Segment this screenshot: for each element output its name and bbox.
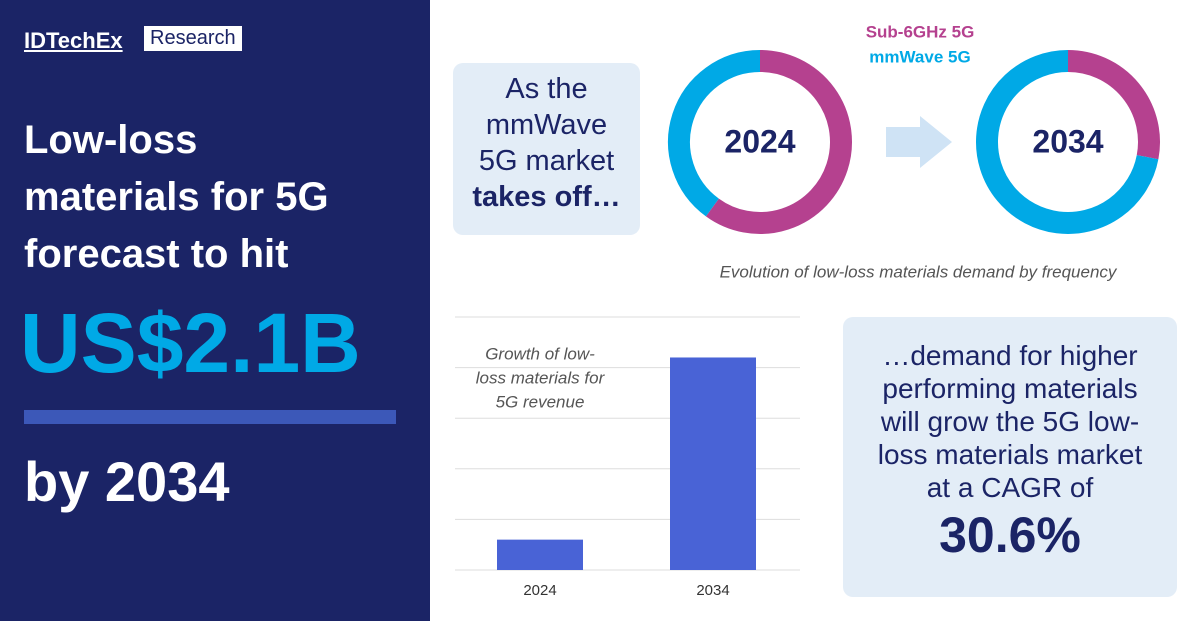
callout-top: As the mmWave 5G market takes off… — [453, 63, 640, 235]
headline-highlight: US$2.1B — [20, 296, 361, 390]
x-tick-label: 2034 — [696, 582, 729, 599]
headline-line: Low-loss — [24, 118, 198, 162]
callout-line: performing materials — [882, 373, 1138, 404]
legend-entry: Sub-6GHz 5G — [866, 22, 975, 41]
headline-end: by 2034 — [24, 450, 230, 513]
chart-title: loss materials for — [476, 368, 606, 387]
callout-bold: takes off… — [472, 181, 621, 213]
callout-line: at a CAGR of — [926, 472, 1094, 503]
callout-line: 5G market — [478, 145, 615, 177]
callout-line: loss materials market — [877, 439, 1143, 470]
chart-title: 5G revenue — [496, 392, 585, 411]
arrow — [886, 116, 952, 168]
x-tick-label: 2024 — [523, 582, 556, 599]
callout-line: will grow the 5G low- — [880, 406, 1140, 437]
logo-tag: Research — [144, 26, 242, 51]
callout-line: …demand for higher — [882, 340, 1138, 371]
chart-caption: Evolution of low-loss materials demand b… — [720, 262, 1118, 281]
bar — [670, 357, 756, 570]
legend-entry: mmWave 5G — [869, 47, 970, 66]
donut-segment — [976, 50, 1159, 234]
divider — [24, 410, 396, 424]
chart-title: Growth of low- — [485, 344, 595, 363]
donut-segment — [668, 50, 761, 217]
callout-line: As the — [505, 73, 588, 105]
logo-brand: IDTechEx — [24, 28, 123, 53]
headline-line: forecast to hit — [24, 232, 289, 276]
left-panel: IDTechEx Research Low-loss materials for… — [0, 0, 430, 621]
donut-segment — [705, 50, 852, 234]
donut-label: 2034 — [1032, 123, 1103, 159]
callout-bottom: …demand for higher performing materials … — [843, 317, 1177, 597]
callout-figure: 30.6% — [939, 507, 1081, 563]
donut-label: 2024 — [724, 123, 795, 159]
donut-segment — [1067, 50, 1160, 160]
headline-line: materials for 5G — [24, 175, 329, 219]
callout-line: mmWave — [485, 109, 608, 141]
bar — [497, 539, 583, 570]
